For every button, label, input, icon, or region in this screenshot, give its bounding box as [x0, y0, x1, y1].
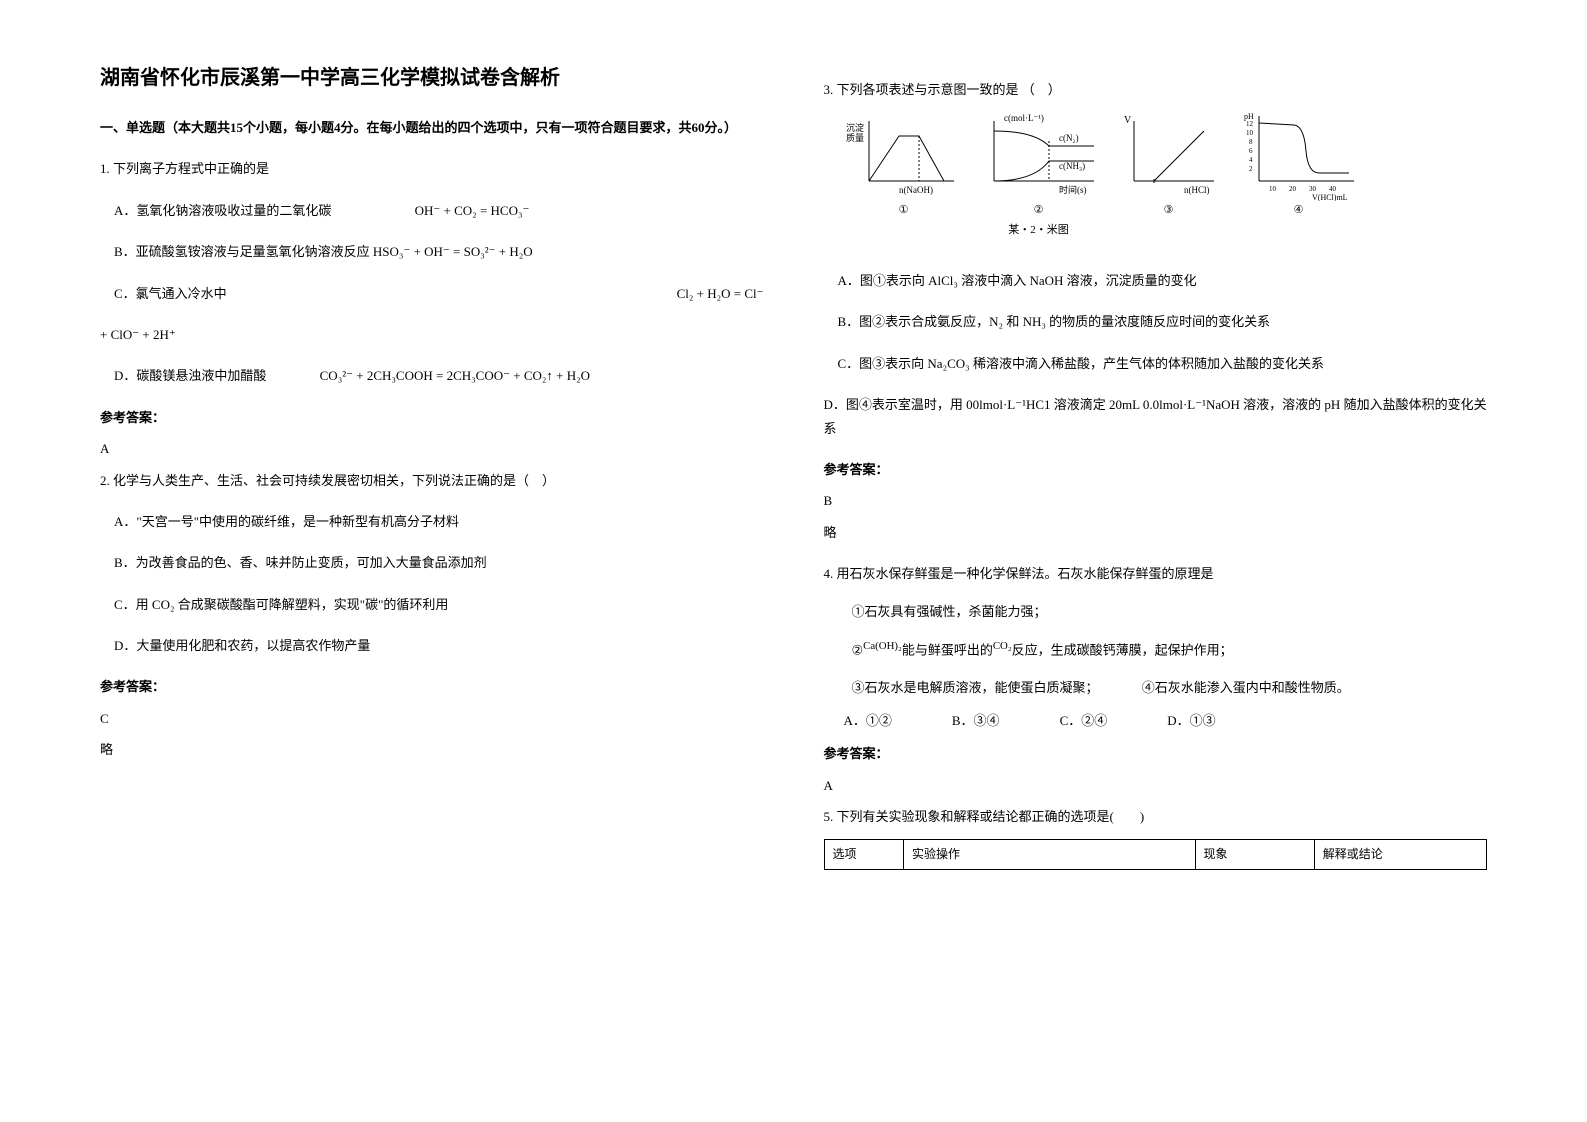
svg-text:30: 30 — [1309, 185, 1317, 193]
q5-h2: 现象 — [1195, 839, 1314, 870]
chart-1-num: ① — [844, 201, 964, 221]
section-header: 一、单选题（本大题共15个小题，每小题4分。在每小题给出的四个选项中，只有一项符… — [100, 116, 764, 139]
table-row: 选项 实验操作 现象 解释或结论 — [824, 839, 1487, 870]
q4-ans-label: 参考答案： — [824, 742, 1488, 765]
q4-o3-o4: ③石灰水是电解质溶液，能使蛋白质凝聚； ④石灰水能渗入蛋内中和酸性物质。 — [852, 676, 1488, 699]
q3-opt-a: A．图①表示向 AlCl₃ 溶液中滴入 NaOH 溶液，沉淀质量的变化 — [838, 269, 1488, 292]
q1-opt-d: D．碳酸镁悬浊液中加醋酸 CO₃²⁻ + 2CH₃COOH = 2CH₃COO⁻… — [114, 364, 764, 387]
q2-opt-a: A．"天宫一号"中使用的碳纤维，是一种新型有机高分子材料 — [114, 510, 764, 533]
question-4: 4. 用石灰水保存鲜蛋是一种化学保鲜法。石灰水能保存鲜蛋的原理是 ①石灰具有强碱… — [824, 562, 1488, 797]
q2-opt-c: C．用 CO₂ 合成聚碳酸酯可降解塑料，实现"碳"的循环利用 — [114, 593, 764, 616]
svg-text:V: V — [1124, 115, 1132, 126]
q4-opt-c: C．②④ — [1060, 709, 1108, 732]
q2-opt-b: B．为改善食品的色、香、味并防止变质，可加入大量食品添加剂 — [114, 551, 764, 574]
q1-stem: 1. 下列离子方程式中正确的是 — [100, 157, 764, 180]
chart-2-note: 某・2・米图 — [974, 221, 1104, 241]
chart-3-num: ③ — [1114, 201, 1224, 221]
q3-ans: B — [824, 489, 1488, 512]
q1-ans-label: 参考答案： — [100, 406, 764, 429]
q4-o2b: Ca(OH)₂ — [863, 640, 902, 652]
svg-text:c(mol·L⁻¹): c(mol·L⁻¹) — [1004, 113, 1044, 123]
q2-ans-label: 参考答案： — [100, 675, 764, 698]
q4-options: A．①② B．③④ C．②④ D．①③ — [844, 709, 1488, 732]
svg-text:沉淀: 沉淀 — [846, 122, 864, 133]
q2-opt-d: D．大量使用化肥和农药，以提高农作物产量 — [114, 634, 764, 657]
q1-ans: A — [100, 437, 764, 460]
q1-a-eq: OH⁻ + CO₂ = HCO₃⁻ — [415, 203, 530, 218]
chart-4-num: ④ — [1234, 201, 1364, 221]
q1-d-eq: CO₃²⁻ + 2CH₃COOH = 2CH₃COO⁻ + CO₂↑ + H₂O — [320, 368, 590, 383]
q5-h0: 选项 — [824, 839, 904, 870]
svg-text:20: 20 — [1289, 185, 1297, 193]
q3-opt-c: C．图③表示向 Na₂CO₃ 稀溶液中滴入稀盐酸，产生气体的体积随加入盐酸的变化… — [838, 352, 1488, 375]
question-5: 5. 下列有关实验现象和解释或结论都正确的选项是( ) 选项 实验操作 现象 解… — [824, 805, 1488, 870]
svg-text:10: 10 — [1269, 185, 1277, 193]
q1-a-text: A．氢氧化钠溶液吸收过量的二氧化碳 — [114, 203, 331, 218]
svg-text:V(HCl)mL: V(HCl)mL — [1312, 193, 1348, 201]
q4-o2e: 反应，生成碳酸钙薄膜，起保护作用； — [1012, 642, 1233, 657]
svg-text:n(NaOH): n(NaOH) — [899, 185, 933, 195]
q4-o2d: CO₂ — [993, 640, 1012, 652]
svg-text:时间(s): 时间(s) — [1059, 184, 1087, 195]
q2-stem: 2. 化学与人类生产、生活、社会可持续发展密切相关，下列说法正确的是（ ） — [100, 469, 764, 492]
q4-o3: ③石灰水是电解质溶液，能使蛋白质凝聚； — [852, 680, 1099, 695]
svg-text:12: 12 — [1246, 120, 1254, 128]
svg-text:质量: 质量 — [846, 132, 864, 143]
q3-extra: 略 — [824, 521, 1488, 544]
q5-h3: 解释或结论 — [1314, 839, 1486, 870]
q1-opt-c: C．氯气通入冷水中 Cl₂ + H₂O = Cl⁻ — [114, 282, 764, 305]
q3-stem: 3. 下列各项表述与示意图一致的是 （ ） — [824, 78, 1488, 101]
q4-o2a: ② — [852, 642, 864, 657]
page-title: 湖南省怀化市辰溪第一中学高三化学模拟试卷含解析 — [100, 60, 764, 96]
svg-text:10: 10 — [1246, 129, 1254, 137]
q1-d-text: D．碳酸镁悬浊液中加醋酸 — [114, 368, 266, 383]
q3-ans-label: 参考答案： — [824, 458, 1488, 481]
q4-opt-d: D．①③ — [1167, 709, 1215, 732]
chart-3: V n(HCl) ③ — [1114, 111, 1224, 241]
q5-table: 选项 实验操作 现象 解释或结论 — [824, 839, 1488, 871]
q4-o4: ④石灰水能渗入蛋内中和酸性物质。 — [1142, 680, 1350, 695]
q2-ans: C — [100, 707, 764, 730]
q4-stem: 4. 用石灰水保存鲜蛋是一种化学保鲜法。石灰水能保存鲜蛋的原理是 — [824, 562, 1488, 585]
q4-o2: ②Ca(OH)₂能与鲜蛋呼出的CO₂反应，生成碳酸钙薄膜，起保护作用； — [852, 637, 1488, 662]
chart-2-num: ② — [974, 201, 1104, 221]
q5-stem: 5. 下列有关实验现象和解释或结论都正确的选项是( ) — [824, 805, 1488, 828]
question-2: 2. 化学与人类生产、生活、社会可持续发展密切相关，下列说法正确的是（ ） A．… — [100, 469, 764, 762]
chart-1: 沉淀 质量 n(NaOH) ① — [844, 111, 964, 241]
chart-2: c(mol·L⁻¹) c(N₂) c(NH₃) 时间(s) ② 某・2・米图 — [974, 111, 1104, 241]
q1-opt-a: A．氢氧化钠溶液吸收过量的二氧化碳 OH⁻ + CO₂ = HCO₃⁻ — [114, 199, 764, 222]
svg-text:n(HCl): n(HCl) — [1184, 185, 1210, 195]
q1-opt-b: B．亚硫酸氢铵溶液与足量氢氧化钠溶液反应 HSO₃⁻ + OH⁻ = SO₃²⁻… — [114, 240, 764, 263]
q3-opt-d: D．图④表示室温时，用 00lmol·L⁻¹HC1 溶液滴定 20mL 0.0l… — [824, 393, 1488, 440]
q4-opt-a: A．①② — [844, 709, 892, 732]
q4-opt-b: B．③④ — [952, 709, 1000, 732]
q3-charts: 沉淀 质量 n(NaOH) ① c(mol·L⁻¹) c — [844, 111, 1488, 241]
svg-text:4: 4 — [1249, 156, 1253, 164]
question-3: 3. 下列各项表述与示意图一致的是 （ ） 沉淀 质量 n(NaOH) ① — [824, 78, 1488, 544]
chart-4: pH 12 10 8 6 4 2 10 20 30 40 V(HCl)mL ④ — [1234, 111, 1364, 241]
svg-text:8: 8 — [1249, 138, 1253, 146]
q1-c-cont: + ClO⁻ + 2H⁺ — [100, 323, 764, 346]
svg-text:c(NH₃): c(NH₃) — [1059, 161, 1085, 171]
svg-text:2: 2 — [1249, 165, 1253, 173]
q4-ans: A — [824, 774, 1488, 797]
q1-c-text: C．氯气通入冷水中 — [114, 286, 227, 301]
q5-h1: 实验操作 — [904, 839, 1196, 870]
q1-c-eq: Cl₂ + H₂O = Cl⁻ — [677, 282, 764, 305]
q2-extra: 略 — [100, 738, 764, 761]
svg-text:40: 40 — [1329, 185, 1337, 193]
q4-o2c: 能与鲜蛋呼出的 — [902, 642, 993, 657]
svg-text:6: 6 — [1249, 147, 1253, 155]
q4-o1: ①石灰具有强碱性，杀菌能力强； — [852, 600, 1488, 623]
question-1: 1. 下列离子方程式中正确的是 A．氢氧化钠溶液吸收过量的二氧化碳 OH⁻ + … — [100, 157, 764, 460]
q3-opt-b: B．图②表示合成氨反应，N₂ 和 NH₃ 的物质的量浓度随反应时间的变化关系 — [838, 310, 1488, 333]
svg-text:c(N₂): c(N₂) — [1059, 133, 1079, 143]
